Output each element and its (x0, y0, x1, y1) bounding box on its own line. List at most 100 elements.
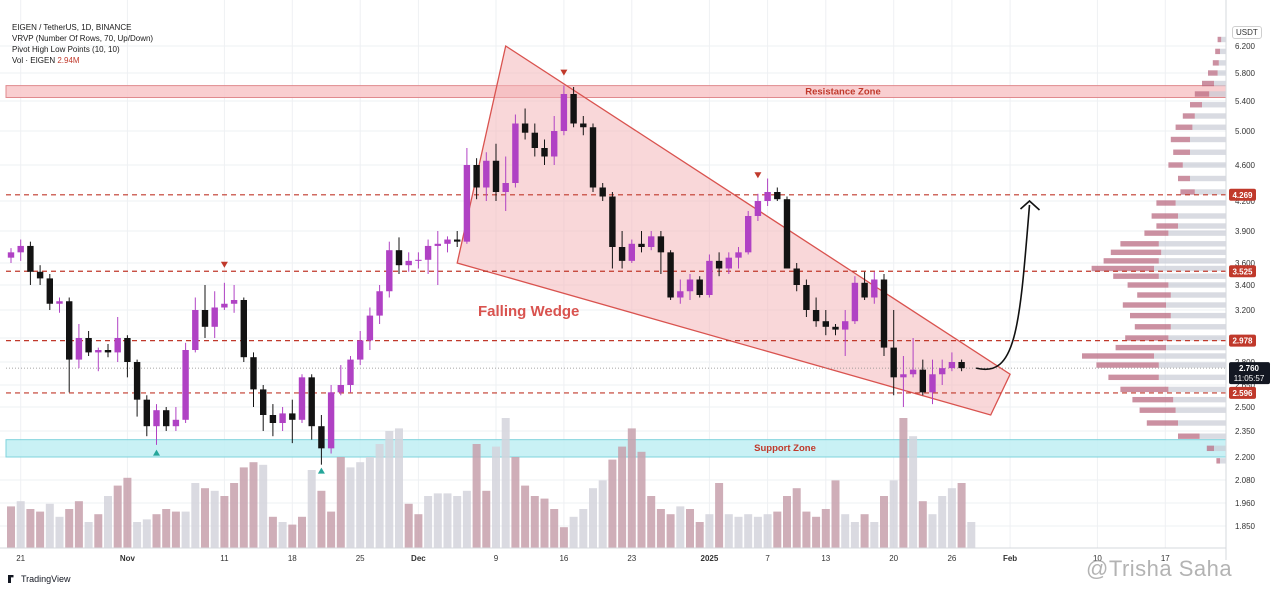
vp-row-up (1156, 200, 1176, 206)
candle-body (143, 399, 150, 427)
volume-bar (356, 462, 365, 548)
volume-bar (268, 516, 277, 548)
time-tick-label: 18 (288, 554, 297, 563)
volume-bar (909, 436, 918, 548)
candle-body (842, 321, 849, 330)
legend-pivots[interactable]: Pivot High Low Points (10, 10) (12, 45, 120, 54)
candle-body (657, 236, 665, 253)
time-tick-label: Dec (411, 554, 426, 563)
candle-body (260, 389, 267, 415)
time-tick-label: 20 (889, 554, 898, 563)
volume-bar (598, 480, 607, 548)
legend-volume-value: 2.94M (57, 56, 80, 65)
volume-bar (74, 501, 83, 548)
candle-body (17, 245, 24, 253)
volume-bar (142, 519, 151, 548)
vp-row-down (1173, 396, 1226, 403)
time-tick-label: 7 (765, 554, 770, 563)
vp-row-up (1110, 249, 1162, 256)
candle-body (958, 362, 965, 369)
legend-volume[interactable]: Vol · EIGEN 2.94M (12, 55, 153, 66)
candle-body (240, 300, 247, 358)
volume-bar (123, 477, 132, 548)
vp-row-down (1209, 91, 1226, 97)
candle-body (890, 347, 897, 378)
candle-body (192, 310, 199, 350)
candle-body (357, 340, 364, 360)
vp-row-down (1190, 149, 1226, 155)
volume-bar (773, 511, 782, 548)
vp-row-down (1199, 433, 1226, 439)
tradingview-logo[interactable]: TradingView (8, 574, 71, 584)
legend-symbol[interactable]: EIGEN / TetherUS, 1D, BINANCE (12, 23, 132, 32)
candle-body (715, 260, 723, 269)
vp-row-down (1178, 223, 1226, 229)
volume-bar (521, 485, 530, 548)
volume-bar (802, 511, 811, 548)
volume-bar (686, 509, 694, 548)
price-level-tag (1229, 334, 1256, 347)
candle-body (822, 321, 829, 327)
candle-body (221, 303, 228, 308)
vp-row-up (1125, 335, 1169, 341)
candle-body (308, 377, 315, 427)
vp-row-down (1175, 407, 1226, 413)
price-tick-label: 2.500 (1235, 403, 1256, 412)
volume-bar (899, 418, 908, 548)
volume-bar (618, 446, 627, 548)
volume-bar (705, 514, 714, 548)
volume-bar (501, 418, 510, 548)
time-axis[interactable]: 21 Nov 11 18 25 Dec 9 16 23 2025 7 13 20 26 Feb 10 17 (0, 547, 1226, 563)
price-tick-label: 2.080 (1235, 476, 1256, 485)
price-tick-label: 3.600 (1235, 259, 1256, 268)
price-axis[interactable]: 6.200 5.800 5.400 5.000 4.600 4.200 3.900 3.600… (1225, 0, 1280, 592)
tradingview-logo-text: TradingView (21, 574, 71, 584)
candle-body (764, 192, 771, 201)
vp-row-down (1192, 124, 1226, 130)
candle-body (114, 338, 121, 353)
candle-body (599, 187, 606, 197)
volume-bar (763, 514, 772, 548)
legend-vrvp[interactable]: VRVP (Number Of Rows, 70, Up/Down) (12, 34, 154, 43)
vp-row-down (1168, 335, 1226, 341)
tradingview-logo-icon (8, 575, 14, 583)
volume-bar (7, 506, 15, 548)
candle-body (851, 282, 859, 322)
time-tick-label: Nov (120, 554, 136, 563)
vp-row-down (1158, 362, 1226, 368)
candle-body (861, 282, 868, 298)
vp-row-down (1182, 162, 1226, 168)
volume-bar (753, 516, 762, 548)
candle-body (172, 419, 180, 427)
candle-body (56, 301, 63, 304)
price-tick-label: 5.800 (1235, 69, 1256, 78)
volume-bar (482, 490, 491, 548)
price-tick-label: 4.200 (1235, 197, 1256, 206)
volume-bar (627, 428, 636, 548)
candle-body (318, 426, 325, 449)
vp-row-down (1158, 258, 1226, 264)
currency-unit-button[interactable]: USDT (1232, 26, 1262, 39)
candle-body (754, 201, 762, 216)
volume-bar (850, 522, 859, 548)
vp-row-down (1214, 80, 1226, 87)
author-watermark: @Trisha Saha (1086, 556, 1233, 581)
volume-bar (821, 509, 830, 548)
volume-bar (870, 522, 879, 548)
price-level-tag (1229, 386, 1256, 399)
vp-row-up (1217, 36, 1222, 43)
volume-bar (783, 496, 791, 548)
candle-body (104, 350, 112, 353)
vp-row-down (1202, 102, 1226, 108)
candle-body (648, 236, 655, 247)
candle-body (589, 127, 597, 188)
candle-body (832, 326, 839, 330)
candle-body (163, 410, 170, 427)
vp-row-down (1158, 273, 1226, 279)
vp-row-down (1220, 458, 1226, 464)
countdown-text: 11:05:57 (1234, 374, 1265, 383)
volume-bar (181, 511, 190, 548)
vp-row-up (1132, 396, 1174, 403)
candle-body (783, 199, 791, 269)
